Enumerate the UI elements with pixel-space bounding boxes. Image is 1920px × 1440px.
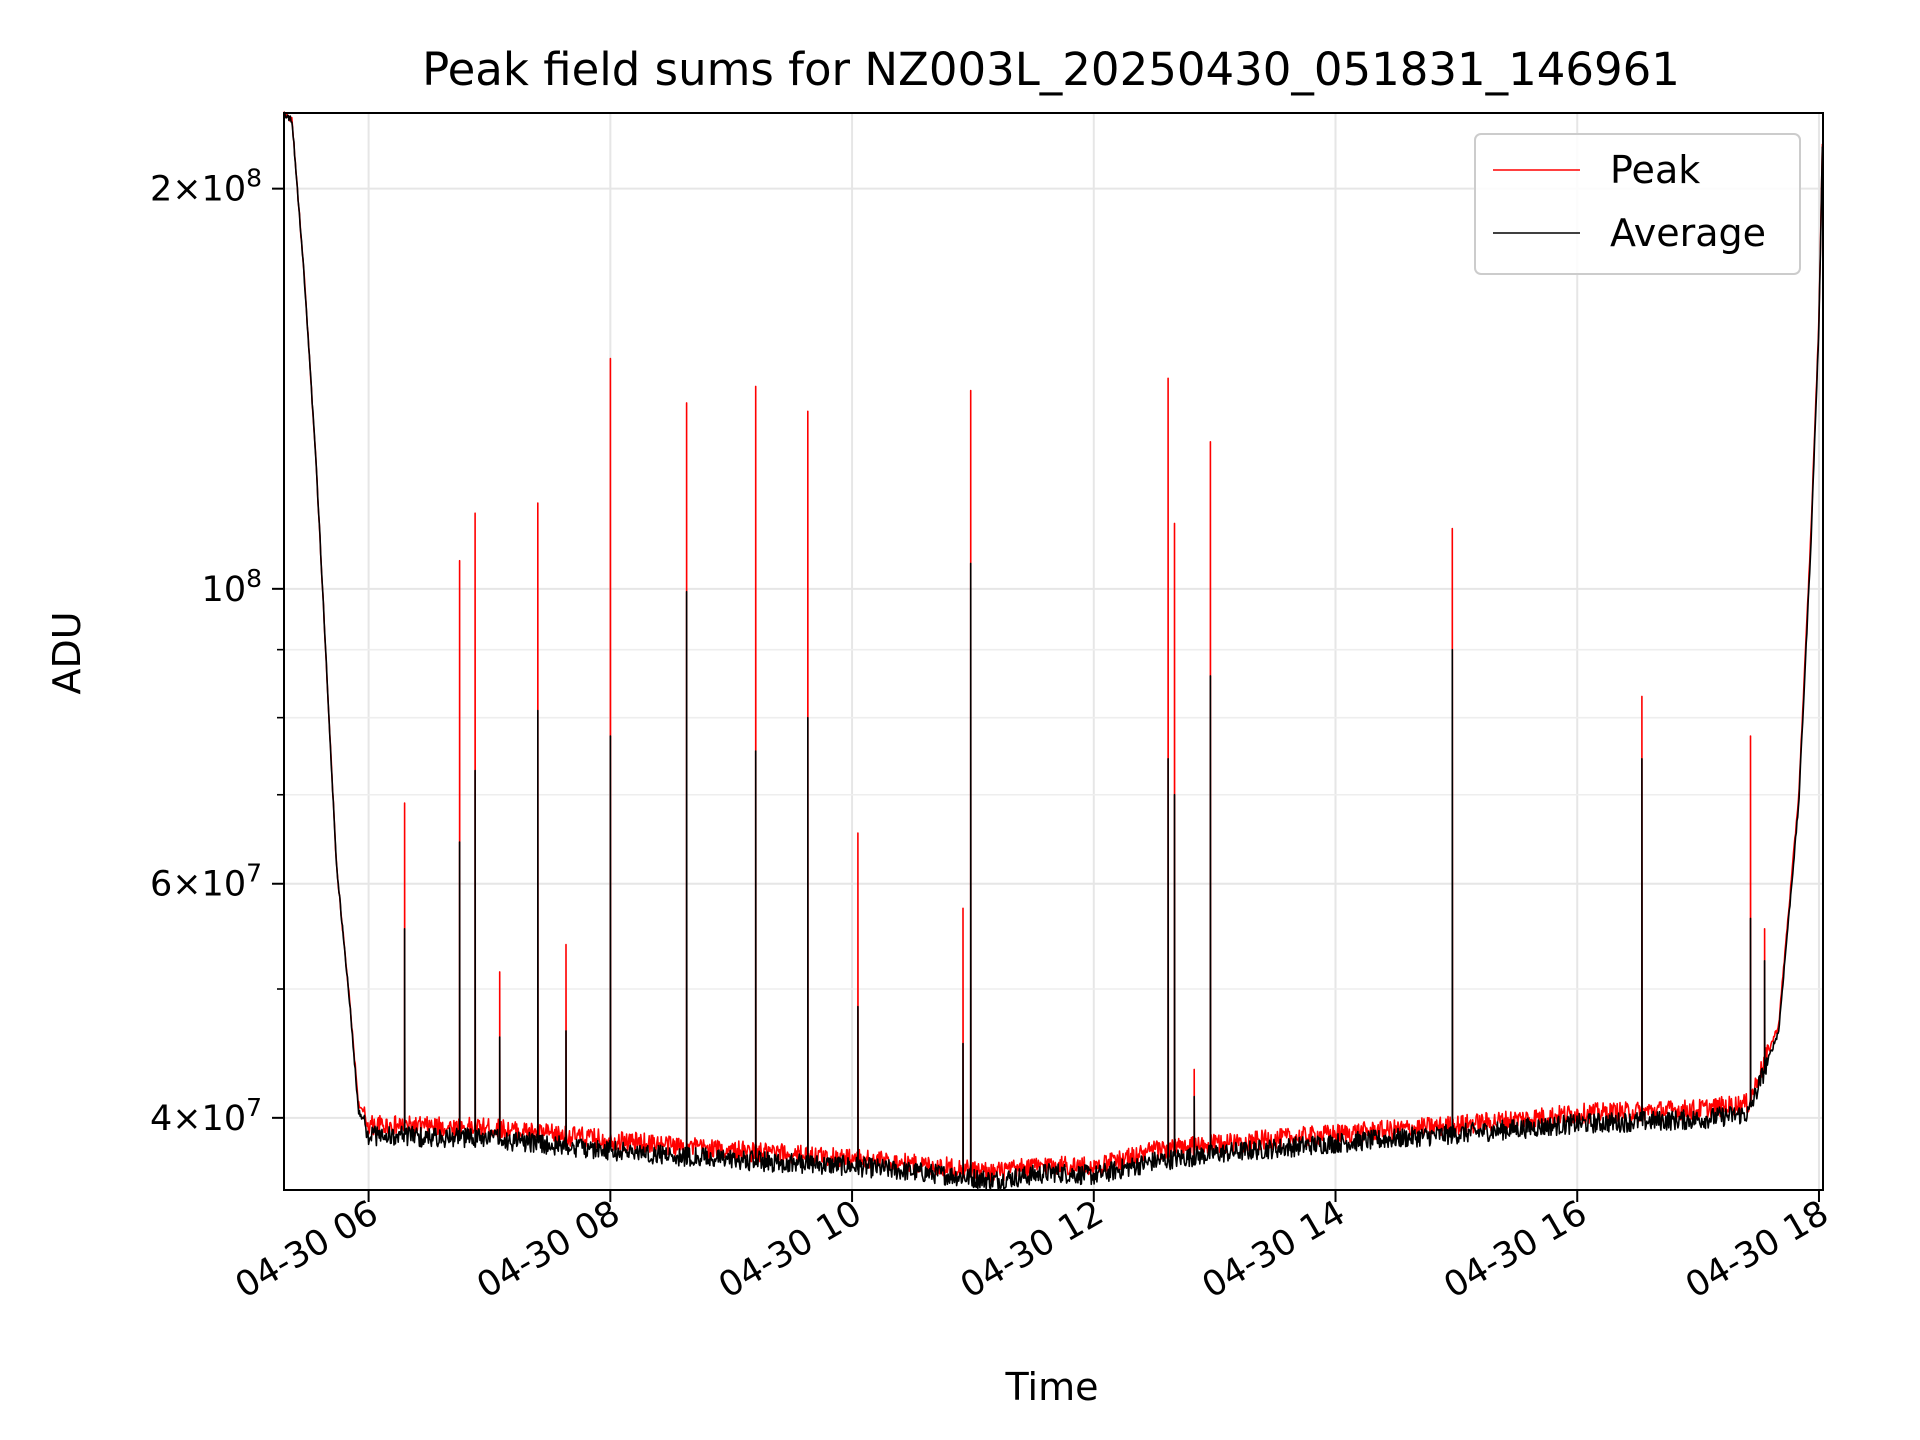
- y-tick-label: 6×107: [150, 859, 262, 905]
- series-line-average: [283, 111, 1824, 1190]
- plot-area: [284, 113, 1823, 1190]
- chart-title: Peak field sums for NZ003L_20250430_0518…: [422, 43, 1680, 96]
- legend-box: [1474, 133, 1801, 275]
- y-tick-label: 2×108: [150, 164, 262, 210]
- legend-peak-label: Peak: [1610, 148, 1700, 192]
- series-layer: [283, 111, 1824, 1190]
- y-tick-label: 108: [202, 564, 262, 610]
- plot-frame: [283, 112, 1824, 1191]
- y-tick-label: 4×107: [150, 1093, 262, 1139]
- y-axis-label: ADU: [45, 611, 89, 694]
- x-axis-label: Time: [1005, 1365, 1099, 1409]
- legend-average-label: Average: [1610, 211, 1766, 255]
- legend: Peak Average: [1474, 133, 1801, 275]
